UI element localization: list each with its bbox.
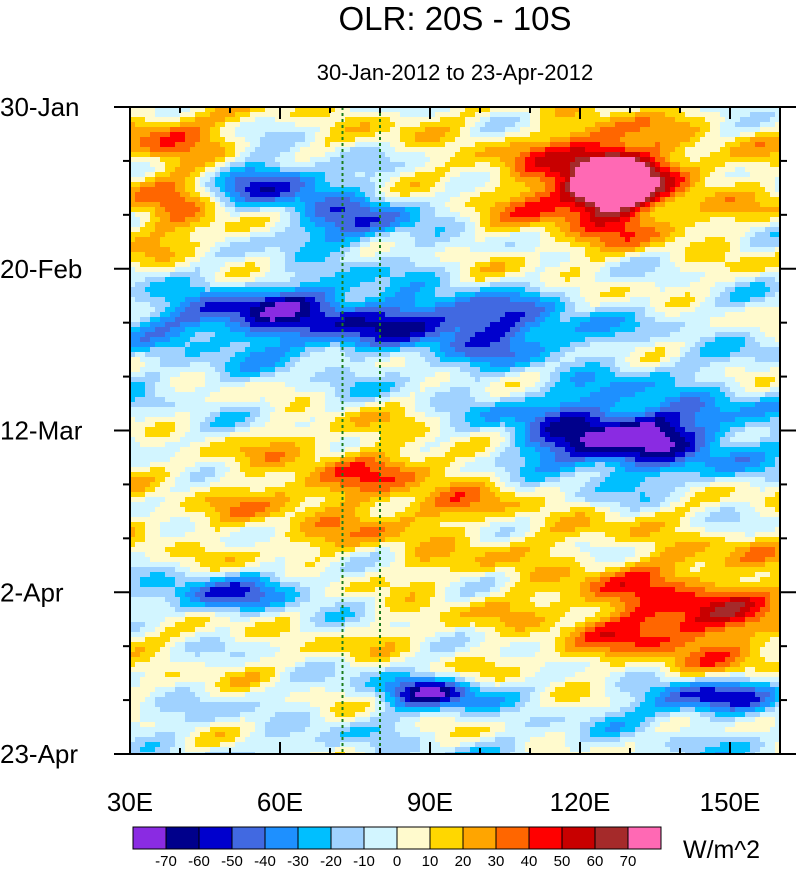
y-tick-label: 23-Apr	[0, 739, 78, 769]
colorbar-swatch	[594, 826, 629, 850]
colorbar-label: -60	[188, 853, 210, 869]
colorbar-swatch	[528, 826, 563, 850]
x-tick-label: 30E	[107, 787, 153, 817]
colorbar-label: 50	[554, 853, 571, 869]
colorbar-label: 20	[455, 853, 472, 869]
chart-subtitle: 30-Jan-2012 to 23-Apr-2012	[317, 60, 593, 85]
y-tick-label: 30-Jan	[0, 92, 80, 122]
colorbar-label: -30	[287, 853, 309, 869]
colorbar-label: 30	[488, 853, 505, 869]
y-axis: 30-Jan 20-Feb 12-Mar 2-Apr 23-Apr	[0, 92, 796, 769]
colorbar-units: W/m^2	[683, 836, 760, 864]
chart-title: OLR: 20S - 10S	[339, 0, 572, 37]
colorbar-swatch	[231, 826, 266, 850]
colorbar-swatch	[396, 826, 431, 850]
colorbar-swatch	[165, 826, 200, 850]
x-tick-label: 150E	[700, 787, 761, 817]
colorbar-label: -10	[353, 853, 375, 869]
y-tick-label: 20-Feb	[0, 254, 82, 284]
x-axis: 30E 60E 90E 120E 150E	[107, 107, 781, 817]
anomaly-field	[130, 107, 780, 754]
colorbar-swatch	[561, 826, 596, 850]
y-tick-label: 2-Apr	[0, 577, 64, 607]
colorbar-swatch	[627, 826, 662, 850]
x-tick-label: 60E	[257, 787, 303, 817]
x-tick-label: 120E	[550, 787, 611, 817]
colorbar-label: 10	[422, 853, 439, 869]
colorbar-label: 0	[393, 853, 401, 869]
colorbar-swatch	[462, 826, 497, 850]
colorbar-label: -70	[155, 853, 177, 869]
colorbar-label: 40	[521, 853, 538, 869]
colorbar-label: -50	[221, 853, 243, 869]
colorbar-swatch	[132, 826, 167, 850]
colorbar-swatch	[495, 826, 530, 850]
colorbar-swatch	[429, 826, 464, 850]
colorbar-label: 60	[587, 853, 604, 869]
colorbar-swatch	[363, 826, 398, 850]
colorbar-label: -40	[254, 853, 276, 869]
colorbar-label: 70	[620, 853, 637, 869]
colorbar-label: -20	[320, 853, 342, 869]
colorbar-swatch	[198, 826, 233, 850]
x-tick-label: 90E	[407, 787, 453, 817]
colorbar-swatch	[297, 826, 332, 850]
colorbar-swatch	[330, 826, 365, 850]
colorbar: -70 -60 -50 -40 -30 -20 -10 0 10 20 30 40 50 60 70	[132, 826, 662, 869]
y-tick-label: 12-Mar	[0, 416, 83, 446]
colorbar-swatch	[264, 826, 299, 850]
